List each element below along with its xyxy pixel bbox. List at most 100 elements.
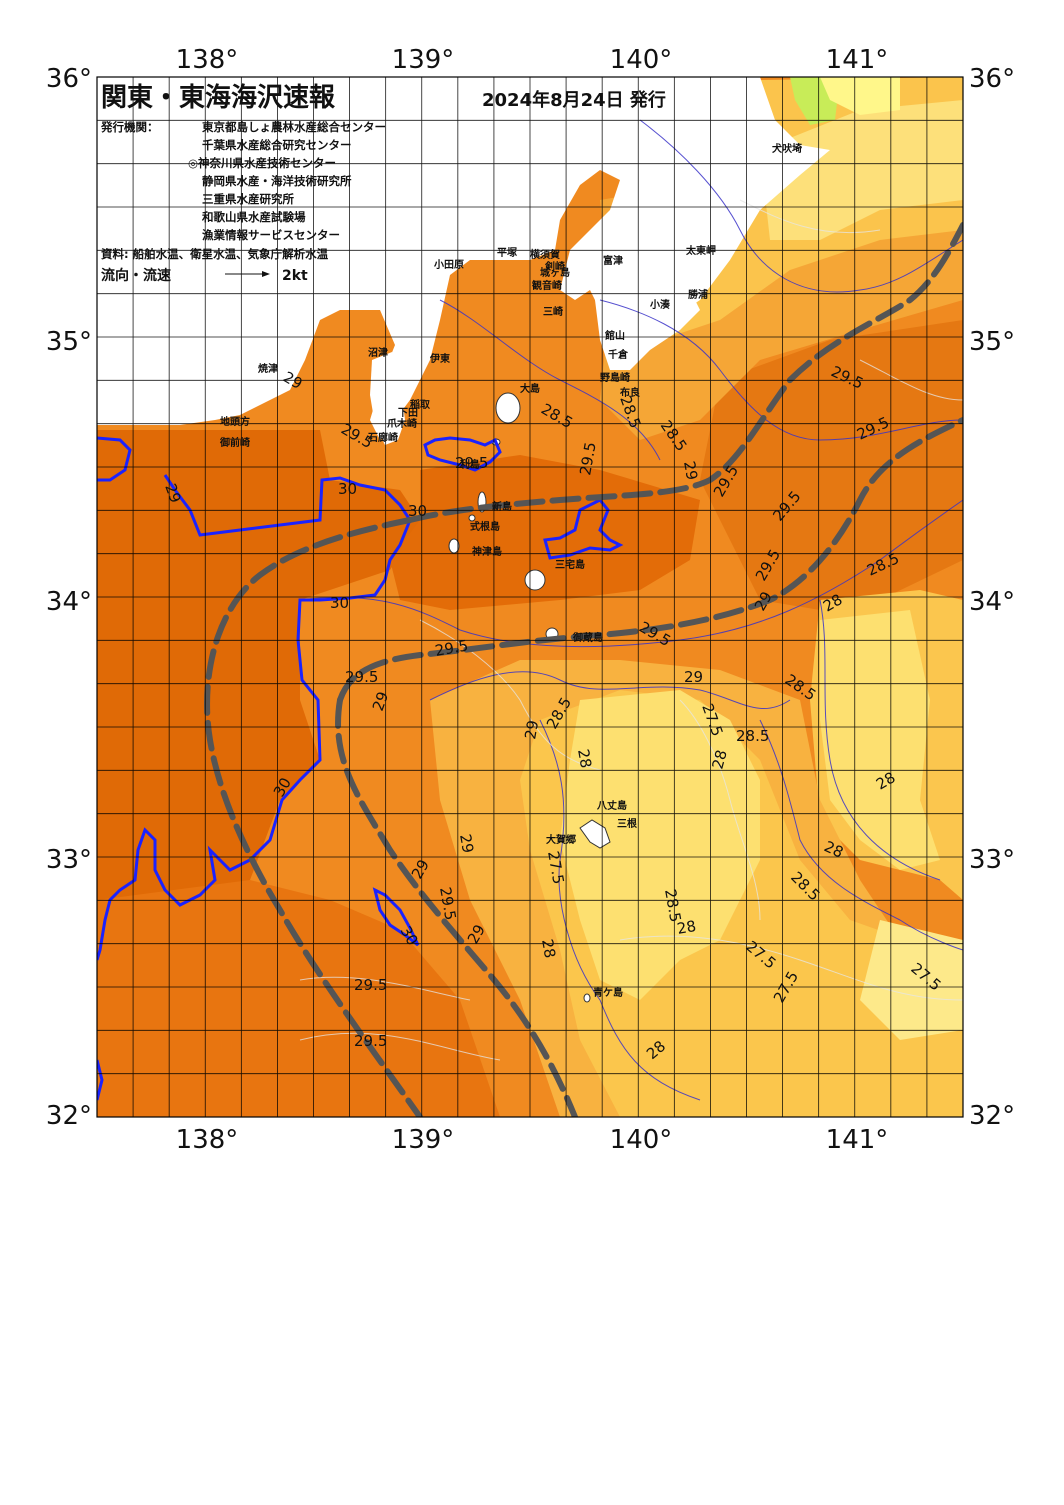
lat-tick-left-3: 33° (46, 845, 92, 875)
lon-tick-bottom-1: 139° (392, 1125, 455, 1155)
place-label: 三根 (617, 817, 637, 830)
place-label: 下田 (398, 407, 418, 419)
lat-tick-left-0: 36° (46, 64, 92, 94)
longitude-ticks-bottom: 138° 139° 140° 141° (176, 1125, 889, 1155)
iso-label: 29 (684, 668, 703, 686)
lat-tick-right-3: 33° (969, 845, 1015, 875)
sst-27-5-south (560, 690, 760, 1000)
lat-tick-right-1: 35° (969, 327, 1015, 357)
lat-tick-left-4: 32° (46, 1101, 92, 1131)
sst-27-5-southeast (820, 610, 940, 870)
sst-29-5-east (700, 320, 963, 610)
place-label: 青ケ島 (593, 986, 623, 999)
iso-label: 29.5 (576, 441, 600, 477)
iso-label: 29.5 (354, 976, 387, 994)
iso-label: 29 (521, 719, 542, 741)
latitude-ticks-right: 36° 35° 34° 33° 32° (969, 64, 1015, 1131)
place-label: 剣崎 (544, 260, 565, 273)
place-label: 小田原 (433, 258, 464, 271)
lat-tick-right-0: 36° (969, 64, 1015, 94)
lon-tick-bottom-0: 138° (176, 1125, 239, 1155)
iso-label: 29.5 (436, 886, 460, 922)
land-boso-peninsula (590, 240, 700, 370)
place-label: 野島崎 (600, 371, 630, 384)
issuer-0: 東京都島しょ農林水産総合センター (202, 120, 386, 134)
kuroshio-axis (204, 222, 963, 1117)
iso-label: 28 (538, 938, 559, 960)
sst-27-5-far-southeast (860, 920, 963, 1040)
legend-label: 流向・流速 (101, 267, 171, 284)
issuer-6: 漁業情報サービスセンター (202, 228, 340, 242)
place-label: 横須賀 (530, 248, 560, 261)
island-kozushima (448, 538, 460, 554)
lon-tick-top-2: 140° (610, 45, 673, 75)
place-label: 伊東 (429, 352, 450, 365)
sst-30-west (97, 430, 420, 910)
legend-scale: 2kt (282, 268, 308, 284)
place-label: 爪木崎 (387, 417, 417, 430)
issuer-list: 東京都島しょ農林水産総合センター 千葉県水産総合研究センター ◎神奈川県水産技術… (188, 120, 386, 242)
sst-field (97, 77, 963, 1117)
data-source: 資料: 船舶水温、衛星水温、気象庁解析水温 (101, 247, 329, 261)
place-label: 地頭方 (220, 415, 250, 428)
place-label: 小湊 (649, 298, 671, 311)
issue-date: 2024年8月24日 発行 (482, 89, 666, 111)
legend-arrow-head-icon (262, 271, 270, 277)
lon-tick-top-1: 139° (392, 45, 455, 75)
issuer-1: 千葉県水産総合研究センター (202, 138, 352, 152)
island-aogashima (583, 993, 591, 1003)
iso-label: 28 (574, 748, 595, 770)
place-label: 利島 (460, 458, 480, 471)
map-frame (96, 76, 964, 1118)
issuer-label: 発行機関： (100, 120, 159, 134)
place-label: 三崎 (543, 305, 563, 318)
place-labels: 犬吠埼 太東岬 勝浦 小湊 富津 千倉 館山 野島崎 布良 平塚 横須賀 城ヶ島… (219, 142, 802, 999)
issuer-5: 和歌山県水産試験場 (202, 210, 306, 224)
place-label: 平塚 (497, 246, 517, 259)
lat-tick-left-2: 34° (46, 587, 92, 617)
place-label: 神津島 (472, 545, 502, 558)
lat-lon-grid (97, 77, 963, 1117)
issuer-3: 静岡県水産・海洋技術研究所 (202, 174, 352, 188)
issuer-2: ◎神奈川県水産技術センター (188, 156, 336, 170)
place-label: 沼津 (368, 346, 388, 359)
place-label: 犬吠埼 (772, 142, 802, 155)
iso-label: 28.5 (661, 888, 685, 924)
iso-label: 28.5 (736, 727, 769, 745)
place-label: 焼津 (258, 362, 278, 375)
coastal-warm-patch (820, 77, 900, 115)
place-label: 館山 (604, 329, 625, 342)
place-label: 大島 (520, 382, 540, 395)
isotherm-lines (299, 119, 963, 1101)
land-izu-peninsula (370, 352, 405, 445)
place-label: 石廊崎 (367, 431, 398, 444)
place-label: 勝浦 (688, 288, 708, 301)
iso-label: 29.5 (455, 454, 488, 472)
iso-label: 29 (456, 833, 477, 855)
iso-label: 27.5 (544, 850, 568, 886)
place-label: 稲取 (410, 398, 431, 411)
place-label: 八丈島 (596, 799, 627, 812)
iso-label: 29 (369, 689, 392, 713)
lat-tick-right-4: 32° (969, 1101, 1015, 1131)
place-label: 観音崎 (532, 279, 562, 292)
iso-label: 28 (708, 748, 730, 771)
iso-label: 29 (161, 481, 184, 505)
lon-tick-top-3: 141° (826, 45, 889, 75)
place-label: 御前崎 (219, 436, 250, 449)
place-label: 千倉 (608, 348, 629, 361)
iso-label: 29.5 (434, 636, 470, 660)
iso-label: 29.5 (345, 668, 378, 686)
place-label: 布良 (620, 386, 640, 399)
place-label: 式根島 (470, 520, 500, 533)
iso-label: 30 (408, 502, 427, 520)
lat-tick-right-2: 34° (969, 587, 1015, 617)
place-label: 御蔵島 (572, 631, 603, 644)
sst-27-5-northeast (760, 100, 963, 240)
place-label: 富津 (603, 254, 623, 267)
iso-label: 28 (676, 917, 698, 938)
issuer-4: 三重県水産研究所 (202, 192, 294, 206)
place-label: 新島 (492, 500, 512, 513)
iso-label: 29.5 (354, 1032, 387, 1050)
